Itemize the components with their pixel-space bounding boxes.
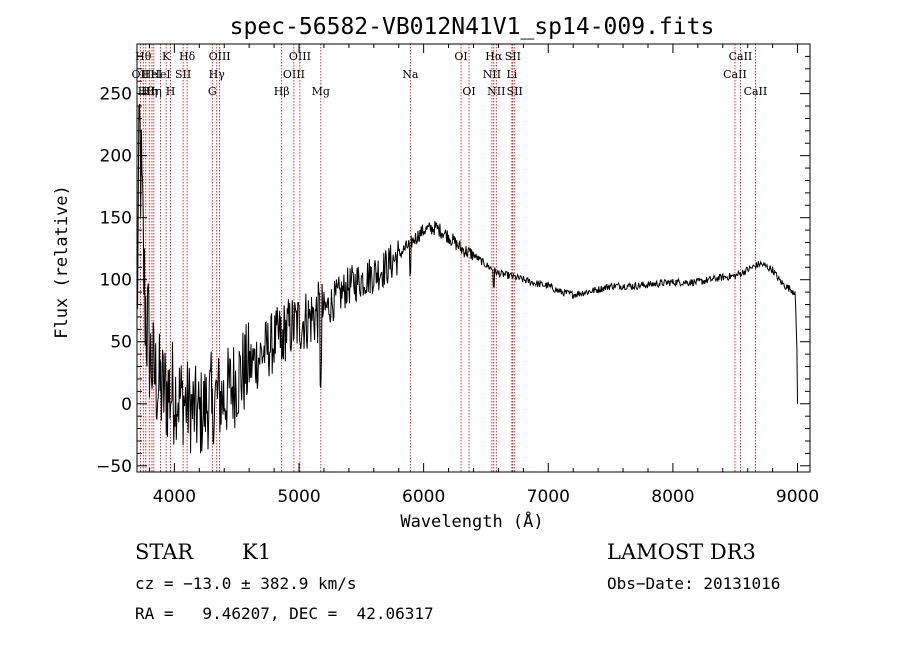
spectral-line-label: Hβ [274, 85, 290, 98]
y-axis: −50 0 50 100 150 200 250 [96, 55, 810, 477]
spectral-line-label: OIII [283, 68, 305, 81]
spectral-line-label: Hα [485, 50, 503, 63]
spectral-line-markers [139, 44, 756, 472]
y-tick-label: 100 [100, 271, 132, 291]
x-axis-label: Wavelength (Å) [400, 510, 543, 532]
redshift-cz: cz = −13.0 ± 382.9 km/s [135, 574, 357, 593]
spectral-line-label: CaII [744, 85, 768, 98]
x-tick-label: 7000 [527, 487, 570, 507]
survey-name: LAMOST DR3 [607, 540, 756, 564]
spectral-line-label: HeI [150, 68, 170, 81]
x-tick-label: 9000 [776, 487, 819, 507]
spectral-line-label: NII [487, 85, 505, 98]
spectral-line-label: SII [505, 50, 521, 63]
spectral-line-label: Hδ [179, 50, 196, 63]
observation-date: Obs−Date: 20131016 [607, 574, 780, 593]
spectral-line-label: Hθ [135, 50, 152, 63]
coordinates: RA = 9.46207, DEC = 42.06317 [135, 604, 434, 623]
spectral-line-label: Hθ [138, 85, 155, 98]
spectral-line-label: Mg [312, 85, 330, 98]
spectrum-line [136, 103, 798, 454]
x-tick-label: 4000 [153, 487, 196, 507]
y-tick-label: 150 [100, 209, 132, 229]
spectral-line-label: OIII [209, 50, 231, 63]
y-tick-label: 50 [110, 333, 132, 353]
x-axis: 4000 5000 6000 7000 8000 9000 [148, 44, 819, 507]
spectral-line-label: SII [507, 85, 523, 98]
y-axis-label: Flux (relative) [52, 185, 72, 339]
spectral-line-label: Li [506, 68, 517, 81]
spectral-line-label: CaII [729, 50, 753, 63]
spectral-line-label: Na [402, 68, 419, 81]
y-tick-label: 200 [100, 147, 132, 167]
spectral-line-label: K [162, 50, 171, 63]
spectral-line-label: Hη [141, 85, 157, 98]
spectral-line-label: Hη [146, 85, 162, 98]
spectral-line-label: G [208, 85, 217, 98]
spectral-line-label: CaII [723, 68, 747, 81]
chart-title: spec-56582-VB012N41V1_sp14-009.fits [230, 14, 715, 40]
object-class: STAR [135, 540, 194, 564]
x-tick-label: 5000 [277, 487, 320, 507]
spectral-line-label: H [166, 85, 176, 98]
y-tick-label: 0 [121, 395, 132, 415]
spectral-line-label: OI [462, 85, 475, 98]
spectral-line-labels: OIIHθHθHηHeIHηHeIKHSIIHδGHγOIIIHβOIIIOII… [132, 50, 768, 98]
object-subclass: K1 [242, 540, 271, 564]
y-tick-label: 250 [100, 85, 132, 105]
x-tick-label: 8000 [651, 487, 694, 507]
spectral-line-label: OI [454, 50, 467, 63]
spectral-line-label: OIII [289, 50, 311, 63]
spectral-line-label: NII [483, 68, 501, 81]
spectral-line-label: SII [175, 68, 191, 81]
spectral-line-label: HeI [142, 68, 162, 81]
spectral-line-label: OII [132, 68, 150, 81]
x-tick-label: 6000 [402, 487, 445, 507]
spectral-line-label: Hγ [209, 68, 226, 81]
y-tick-label: −50 [96, 457, 132, 477]
